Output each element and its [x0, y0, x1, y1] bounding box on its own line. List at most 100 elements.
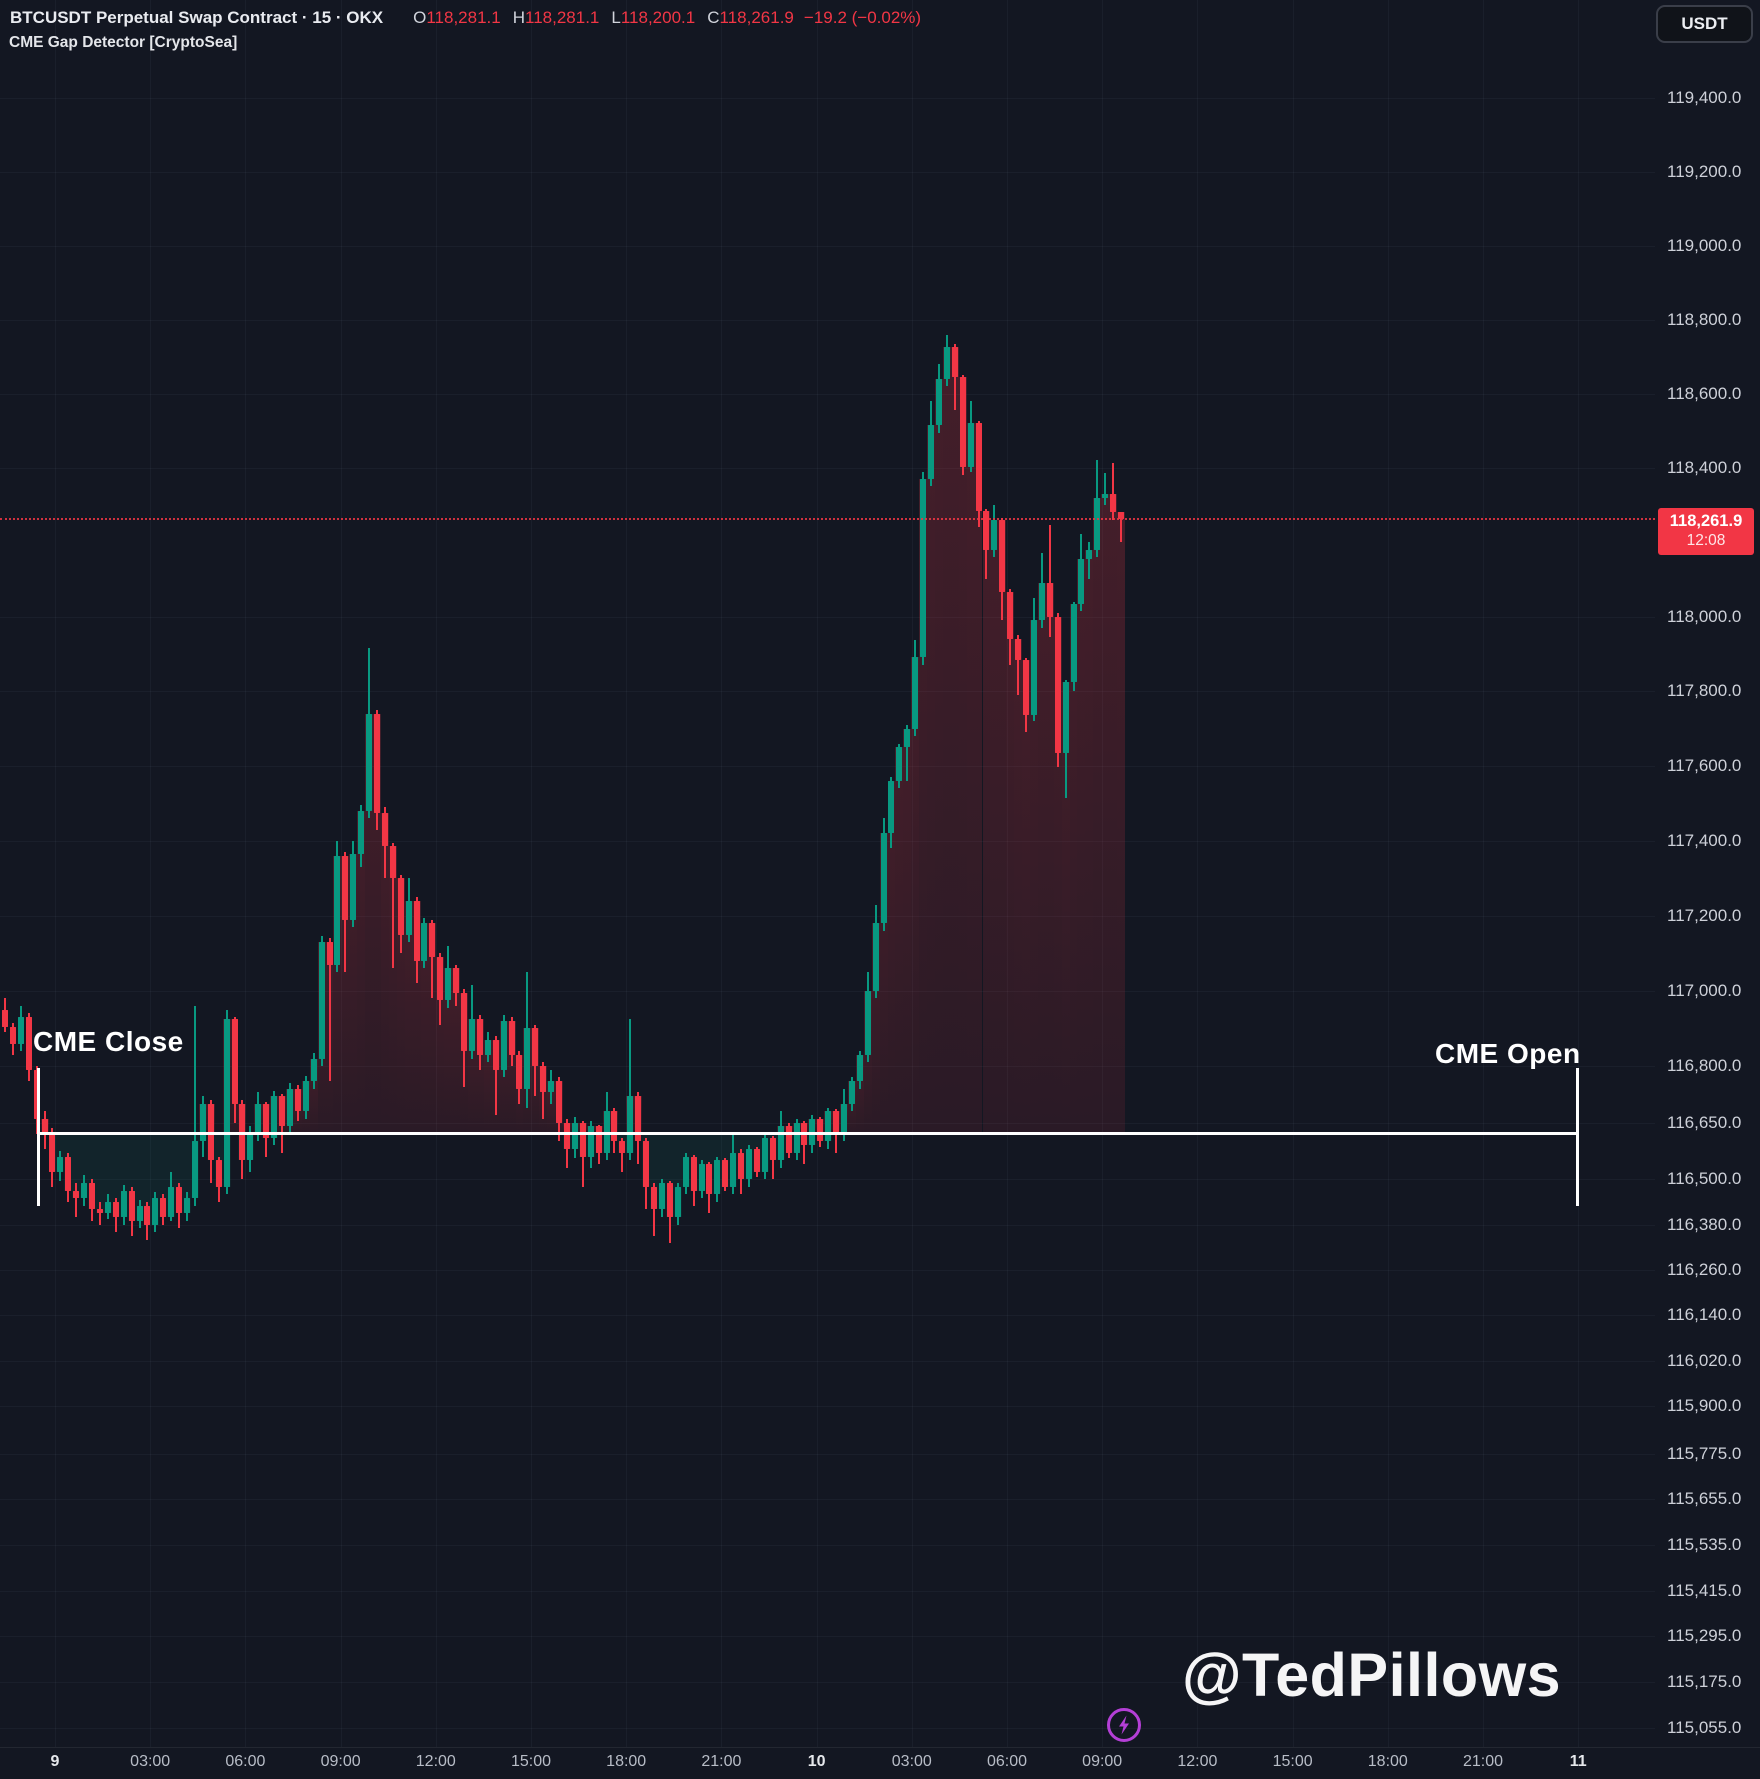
cme-gap-fill-above	[998, 519, 1007, 1134]
indicator-legend[interactable]: CME Gap Detector [CryptoSea]	[9, 34, 238, 51]
candle	[397, 878, 404, 935]
candle	[690, 1156, 697, 1191]
grid-line-horizontal	[0, 765, 1655, 767]
candle	[833, 1111, 840, 1134]
grid-line-horizontal	[0, 1269, 1655, 1271]
candle	[223, 1019, 230, 1187]
candle	[199, 1103, 206, 1142]
candle	[41, 1118, 48, 1134]
candle	[476, 1019, 483, 1055]
grid-line-vertical	[245, 0, 247, 1747]
symbol-legend[interactable]: BTCUSDT Perpetual Swap Contract · 15 · O…	[10, 8, 921, 28]
time-tick-label: 06:00	[986, 1753, 1028, 1770]
ohlc-value: 118,281.1	[426, 8, 501, 27]
currency-toggle-button[interactable]: USDT	[1656, 5, 1753, 43]
cme-gap-fill-above	[452, 968, 461, 1134]
candle	[468, 1019, 475, 1052]
price-tick-label: 118,600.0	[1667, 383, 1742, 403]
candle	[215, 1160, 222, 1187]
cme-gap-fill-above	[1117, 512, 1125, 1134]
cme-gap-fill-above	[341, 855, 350, 1134]
candle	[271, 1096, 278, 1138]
candle-wick	[629, 1019, 632, 1161]
grid-line-horizontal	[0, 1224, 1655, 1226]
cme-gap-fill-above	[483, 1039, 492, 1134]
cme-gap-fill-above	[927, 425, 935, 1134]
candle	[682, 1156, 689, 1187]
time-tick-label: 06:00	[225, 1753, 266, 1770]
candle	[674, 1186, 681, 1217]
cme-gap-fill-below	[143, 1133, 152, 1225]
grid-line-vertical	[1102, 0, 1104, 1747]
cme-gap-fill-above	[507, 1020, 516, 1134]
cme-gap-fill-below	[80, 1133, 89, 1199]
grid-line-horizontal	[0, 1360, 1655, 1362]
price-tick-label: 117,400.0	[1667, 830, 1742, 850]
candle	[1062, 682, 1069, 754]
cme-gap-fill-above	[966, 423, 975, 1134]
cme-gap-fill-above	[420, 923, 429, 1134]
candle-wick	[494, 1036, 497, 1116]
symbol-title[interactable]: BTCUSDT Perpetual Swap Contract · 15 · O…	[10, 8, 384, 27]
candle	[334, 855, 341, 965]
grid-line-horizontal	[0, 245, 1655, 247]
candle	[255, 1103, 262, 1134]
candle	[563, 1122, 570, 1149]
cme-gap-fill-above	[1029, 620, 1038, 1134]
grid-line-vertical	[626, 0, 628, 1747]
candle-wick	[1088, 542, 1091, 580]
candle	[967, 423, 974, 468]
current-price-badge[interactable]: 118,261.9 12:08	[1658, 508, 1754, 556]
candle	[492, 1039, 499, 1070]
candle	[809, 1118, 816, 1146]
price-tick-label: 116,260.0	[1667, 1259, 1742, 1279]
candle	[817, 1118, 824, 1142]
candle	[928, 425, 935, 479]
grid-line-vertical	[435, 0, 437, 1747]
grid-line-horizontal	[0, 990, 1655, 992]
cme-close-bracket	[36, 1067, 40, 1206]
cme-gap-fill-above	[468, 1019, 476, 1134]
candle-wick	[1104, 473, 1107, 505]
cme-gap-fill-above	[1006, 592, 1015, 1134]
candle	[9, 1026, 16, 1044]
candle	[753, 1149, 760, 1172]
price-tick-label: 116,800.0	[1667, 1056, 1742, 1076]
candle	[429, 923, 436, 958]
candle	[389, 846, 396, 879]
candle	[1078, 558, 1085, 605]
grid-line-horizontal	[0, 467, 1655, 469]
candle	[698, 1164, 705, 1191]
cme-open-bracket	[1575, 1067, 1579, 1206]
candle	[643, 1141, 650, 1187]
cme-gap-fill-below	[103, 1133, 112, 1214]
cme-gap-fill-above	[942, 346, 951, 1134]
candle	[793, 1122, 800, 1153]
candle	[168, 1186, 175, 1217]
cme-gap-fill-above	[1101, 493, 1110, 1134]
time-tick-label: 15:00	[510, 1753, 552, 1770]
candle	[2, 1009, 8, 1027]
candle	[848, 1081, 855, 1104]
candle	[1038, 583, 1045, 621]
cme-gap-line[interactable]	[38, 1132, 1577, 1136]
grid-line-horizontal	[0, 1590, 1655, 1592]
grid-line-horizontal	[0, 1544, 1655, 1546]
cme-gap-fill-above	[388, 846, 397, 1134]
cme-gap-fill-above	[444, 968, 453, 1134]
grid-line-horizontal	[0, 915, 1655, 917]
cme-gap-fill-above	[1022, 659, 1030, 1134]
cme-gap-fill-above	[499, 1020, 508, 1134]
cme-gap-fill-above	[309, 1058, 318, 1134]
ohlc-key: H	[512, 8, 526, 27]
candle	[856, 1054, 863, 1082]
candle	[286, 1088, 293, 1127]
candle	[1118, 512, 1124, 520]
candle	[247, 1133, 254, 1161]
cme-gap-fill-above	[855, 1054, 864, 1134]
candle	[239, 1103, 246, 1161]
candle	[184, 1198, 191, 1214]
grid-line-vertical	[1007, 0, 1008, 1747]
candle	[65, 1156, 72, 1191]
ohlc-value: 118,200.1	[620, 8, 696, 27]
